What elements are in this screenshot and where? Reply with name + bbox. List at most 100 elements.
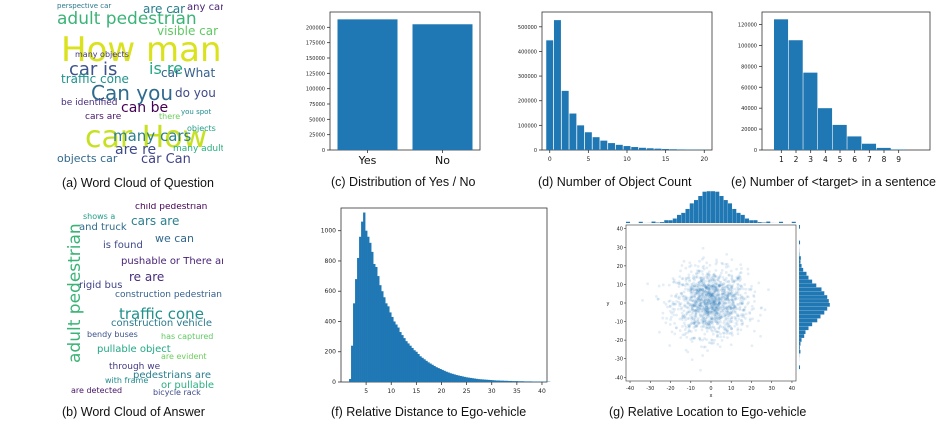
scatter-point	[705, 311, 709, 315]
scatter-point	[694, 303, 698, 307]
scatter-point	[706, 349, 709, 353]
scatter-point	[711, 278, 714, 281]
scatter-point	[704, 302, 707, 306]
scatter-point	[729, 288, 733, 292]
scatter-point	[709, 278, 713, 282]
bar	[489, 380, 493, 382]
x-tick-label: 10	[623, 156, 631, 163]
x-tick-label: 6	[852, 155, 857, 164]
marginal-bar-x	[689, 203, 694, 223]
scatter-point	[691, 285, 695, 289]
scatter-point	[725, 317, 728, 321]
scatter-point	[726, 285, 730, 288]
scatter-point	[701, 266, 705, 269]
scatter-point	[744, 317, 747, 320]
marginal-bar-x	[779, 221, 784, 223]
bar	[431, 364, 434, 382]
scatter-point	[757, 281, 761, 285]
wordcloud-word: and truck	[79, 222, 127, 233]
scatter-point	[712, 303, 716, 306]
scatter-point	[730, 295, 734, 299]
bar	[483, 379, 487, 382]
scatter-point	[717, 297, 721, 301]
scatter-point	[683, 299, 687, 302]
scatter-point	[707, 326, 711, 330]
scatter-point	[723, 297, 727, 300]
scatter-point	[682, 290, 686, 294]
scatter-point	[712, 326, 716, 330]
scatter-point	[734, 321, 738, 325]
x-tick-label: 40	[538, 388, 546, 395]
scatter-point	[730, 284, 734, 288]
scatter-point	[681, 283, 685, 287]
caption-a: (a) Word Cloud of Question	[62, 176, 214, 190]
scatter-point	[670, 311, 674, 315]
scatter-point	[711, 297, 715, 301]
scatter-point	[713, 290, 717, 293]
scatter-point	[736, 314, 740, 318]
scatter-point	[704, 288, 708, 291]
scatter-point	[705, 307, 708, 311]
scatter-point	[707, 291, 711, 295]
scatter-point	[712, 278, 716, 282]
scatter-point	[737, 314, 741, 318]
scatter-point	[709, 326, 713, 330]
scatter-point	[751, 317, 754, 321]
scatter-point	[707, 274, 711, 278]
scatter-point	[696, 264, 700, 268]
scatter-point	[700, 278, 703, 282]
scatter-point	[670, 330, 674, 334]
scatter-point	[689, 285, 693, 289]
scatter-point	[734, 310, 738, 314]
scatter-point	[723, 287, 727, 291]
scatter-point	[726, 297, 730, 301]
scatter-point	[707, 289, 711, 293]
scatter-point	[693, 320, 697, 324]
scatter-point	[721, 287, 725, 290]
wordcloud-word: has captured	[161, 332, 214, 341]
scatter-point	[707, 291, 711, 295]
scatter-point	[722, 298, 726, 302]
scatter-point	[693, 309, 697, 313]
scatter-point	[717, 303, 721, 307]
scatter-point	[733, 279, 737, 283]
scatter-point	[686, 276, 690, 280]
scatter-point	[718, 325, 722, 329]
scatter-point	[711, 292, 715, 296]
scatter-point	[706, 272, 710, 276]
scatter-point	[688, 288, 692, 291]
scatter-point	[726, 314, 730, 317]
scatter-point	[709, 299, 712, 302]
scatter-point	[694, 299, 698, 302]
scatter-point	[712, 303, 716, 307]
scatter-point	[671, 300, 675, 304]
scatter-point	[726, 296, 730, 300]
scatter-point	[690, 320, 694, 324]
scatter-point	[704, 290, 707, 294]
scatter-point	[729, 269, 733, 273]
scatter-point	[706, 298, 709, 301]
scatter-point	[705, 286, 709, 290]
scatter-point	[707, 306, 711, 310]
scatter-point	[715, 305, 719, 309]
scatter-point	[717, 299, 721, 303]
scatter-point	[719, 299, 722, 302]
scatter-point	[692, 304, 696, 308]
bar	[832, 124, 847, 150]
scatter-point	[703, 283, 707, 287]
marginal-bar-y	[799, 260, 801, 264]
scatter-point	[701, 338, 705, 342]
scatter-point	[697, 286, 701, 290]
scatter-point	[710, 317, 714, 320]
bar	[387, 306, 390, 382]
scatter-point	[721, 311, 725, 314]
scatter-point	[703, 298, 707, 302]
scatter-point	[724, 305, 728, 309]
scatter-point	[681, 294, 684, 298]
scatter-point	[715, 315, 719, 319]
scatter-point	[706, 311, 710, 315]
scatter-point	[714, 312, 718, 316]
scatter-point	[724, 328, 728, 332]
scatter-point	[717, 308, 721, 311]
scatter-point	[698, 269, 702, 273]
